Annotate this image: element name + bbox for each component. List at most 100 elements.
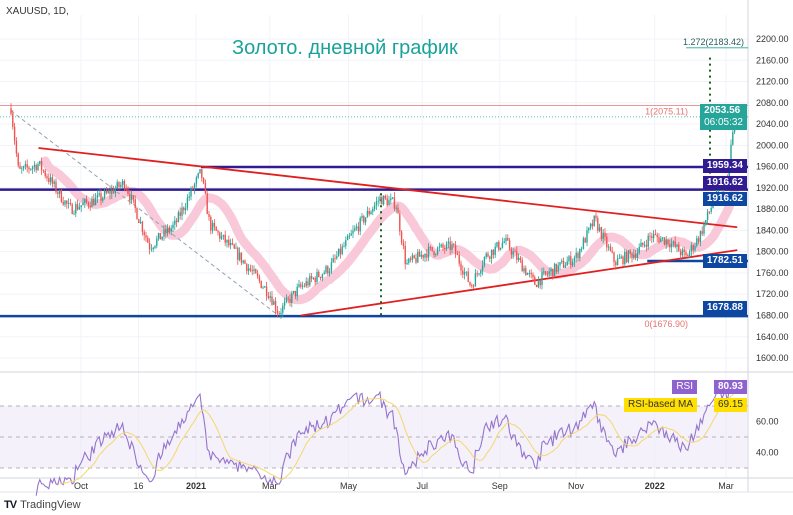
- time-axis-label: Mar: [718, 481, 734, 491]
- candle-body: [19, 165, 21, 169]
- tradingview-logo[interactable]: TV TradingView: [4, 499, 81, 511]
- candle-body: [269, 296, 271, 298]
- candle-body: [712, 204, 714, 208]
- candle-body: [62, 202, 64, 205]
- level-tag: 1916.62: [702, 192, 747, 206]
- candle-body: [80, 205, 82, 208]
- candle-body: [460, 263, 462, 271]
- candle-body: [595, 215, 597, 219]
- candle-body: [433, 251, 435, 256]
- price-axis-label: 2160.00: [756, 55, 789, 65]
- candle-body: [273, 301, 275, 305]
- last-price-tag: 2053.56 06:05:32: [700, 104, 747, 130]
- candle-body: [663, 237, 666, 245]
- candle-body: [381, 196, 383, 205]
- candle-body: [474, 273, 477, 287]
- candle-body: [312, 277, 315, 279]
- candle-body: [559, 262, 561, 266]
- candle-body: [532, 274, 534, 278]
- candle-body: [453, 243, 455, 246]
- candle-body: [440, 244, 442, 247]
- candle-body: [82, 202, 84, 206]
- candle-body: [543, 271, 545, 273]
- candle-body: [345, 240, 347, 247]
- candle-body: [564, 265, 567, 268]
- candle-body: [672, 241, 675, 244]
- candle-body: [154, 245, 156, 248]
- price-axis-label: 1760.00: [756, 268, 789, 278]
- candle-body: [334, 258, 336, 260]
- candle-body: [280, 312, 282, 315]
- candle-body: [271, 296, 273, 305]
- candle-body: [235, 247, 237, 249]
- candle-body: [454, 245, 457, 255]
- candle-body: [730, 144, 732, 163]
- candle-body: [305, 281, 307, 287]
- candle-body: [535, 285, 538, 288]
- candle-body: [598, 227, 601, 231]
- candle-body: [456, 254, 459, 256]
- candle-body: [652, 234, 655, 239]
- candle-body: [607, 246, 610, 248]
- candle-body: [602, 232, 604, 239]
- candle-body: [228, 239, 230, 246]
- candle-body: [422, 254, 424, 258]
- candle-body: [472, 286, 475, 287]
- candle-body: [24, 164, 27, 167]
- candle-body: [615, 262, 617, 266]
- symbol-label[interactable]: XAUUSD, 1D,: [6, 6, 69, 17]
- rsi-label-tag: RSI: [672, 380, 697, 394]
- candle-body: [31, 167, 34, 169]
- candle-body: [130, 195, 133, 201]
- candle-body: [355, 226, 358, 229]
- candle-body: [618, 258, 621, 259]
- candle-body: [219, 232, 221, 239]
- price-axis-label: 1720.00: [756, 289, 789, 299]
- candle-body: [330, 262, 333, 272]
- trendline: [38, 147, 738, 229]
- candle-body: [183, 207, 185, 211]
- candle-body: [125, 188, 127, 190]
- candle-body: [651, 236, 653, 239]
- candle-body: [289, 298, 291, 304]
- candle-body: [132, 195, 135, 200]
- candle-body: [163, 229, 165, 237]
- candle-body: [354, 228, 356, 231]
- candle-body: [112, 189, 115, 194]
- candle-body: [129, 193, 131, 201]
- candle-body: [649, 235, 651, 237]
- candle-body: [451, 243, 453, 250]
- candle-body: [318, 271, 320, 277]
- candle-body: [539, 279, 541, 286]
- candle-body: [496, 242, 498, 247]
- candle-body: [435, 254, 437, 256]
- candle-body: [49, 177, 52, 182]
- candle-body: [697, 238, 700, 242]
- candle-body: [346, 235, 349, 241]
- candle-body: [13, 126, 16, 141]
- candle-body: [584, 238, 586, 243]
- candle-body: [282, 305, 284, 313]
- candle-body: [361, 216, 363, 218]
- candle-body: [582, 238, 585, 249]
- candle-body: [681, 249, 684, 256]
- candle-body: [309, 276, 311, 286]
- price-axis-label: 2040.00: [756, 119, 789, 129]
- candle-body: [145, 235, 147, 238]
- candle-body: [557, 265, 559, 272]
- candle-body: [553, 263, 556, 277]
- candle-body: [100, 193, 102, 201]
- candle-body: [611, 250, 613, 253]
- candle-body: [458, 255, 460, 264]
- candle-body: [190, 187, 192, 197]
- candle-body: [46, 176, 48, 179]
- candle-body: [476, 273, 478, 275]
- price-axis-label: 1640.00: [756, 332, 789, 342]
- candle-body: [103, 190, 106, 198]
- candle-body: [566, 261, 568, 266]
- candle-body: [206, 193, 208, 215]
- candle-body: [28, 167, 30, 170]
- fib-label: 1.272(2183.42): [683, 37, 744, 47]
- candle-body: [168, 227, 171, 232]
